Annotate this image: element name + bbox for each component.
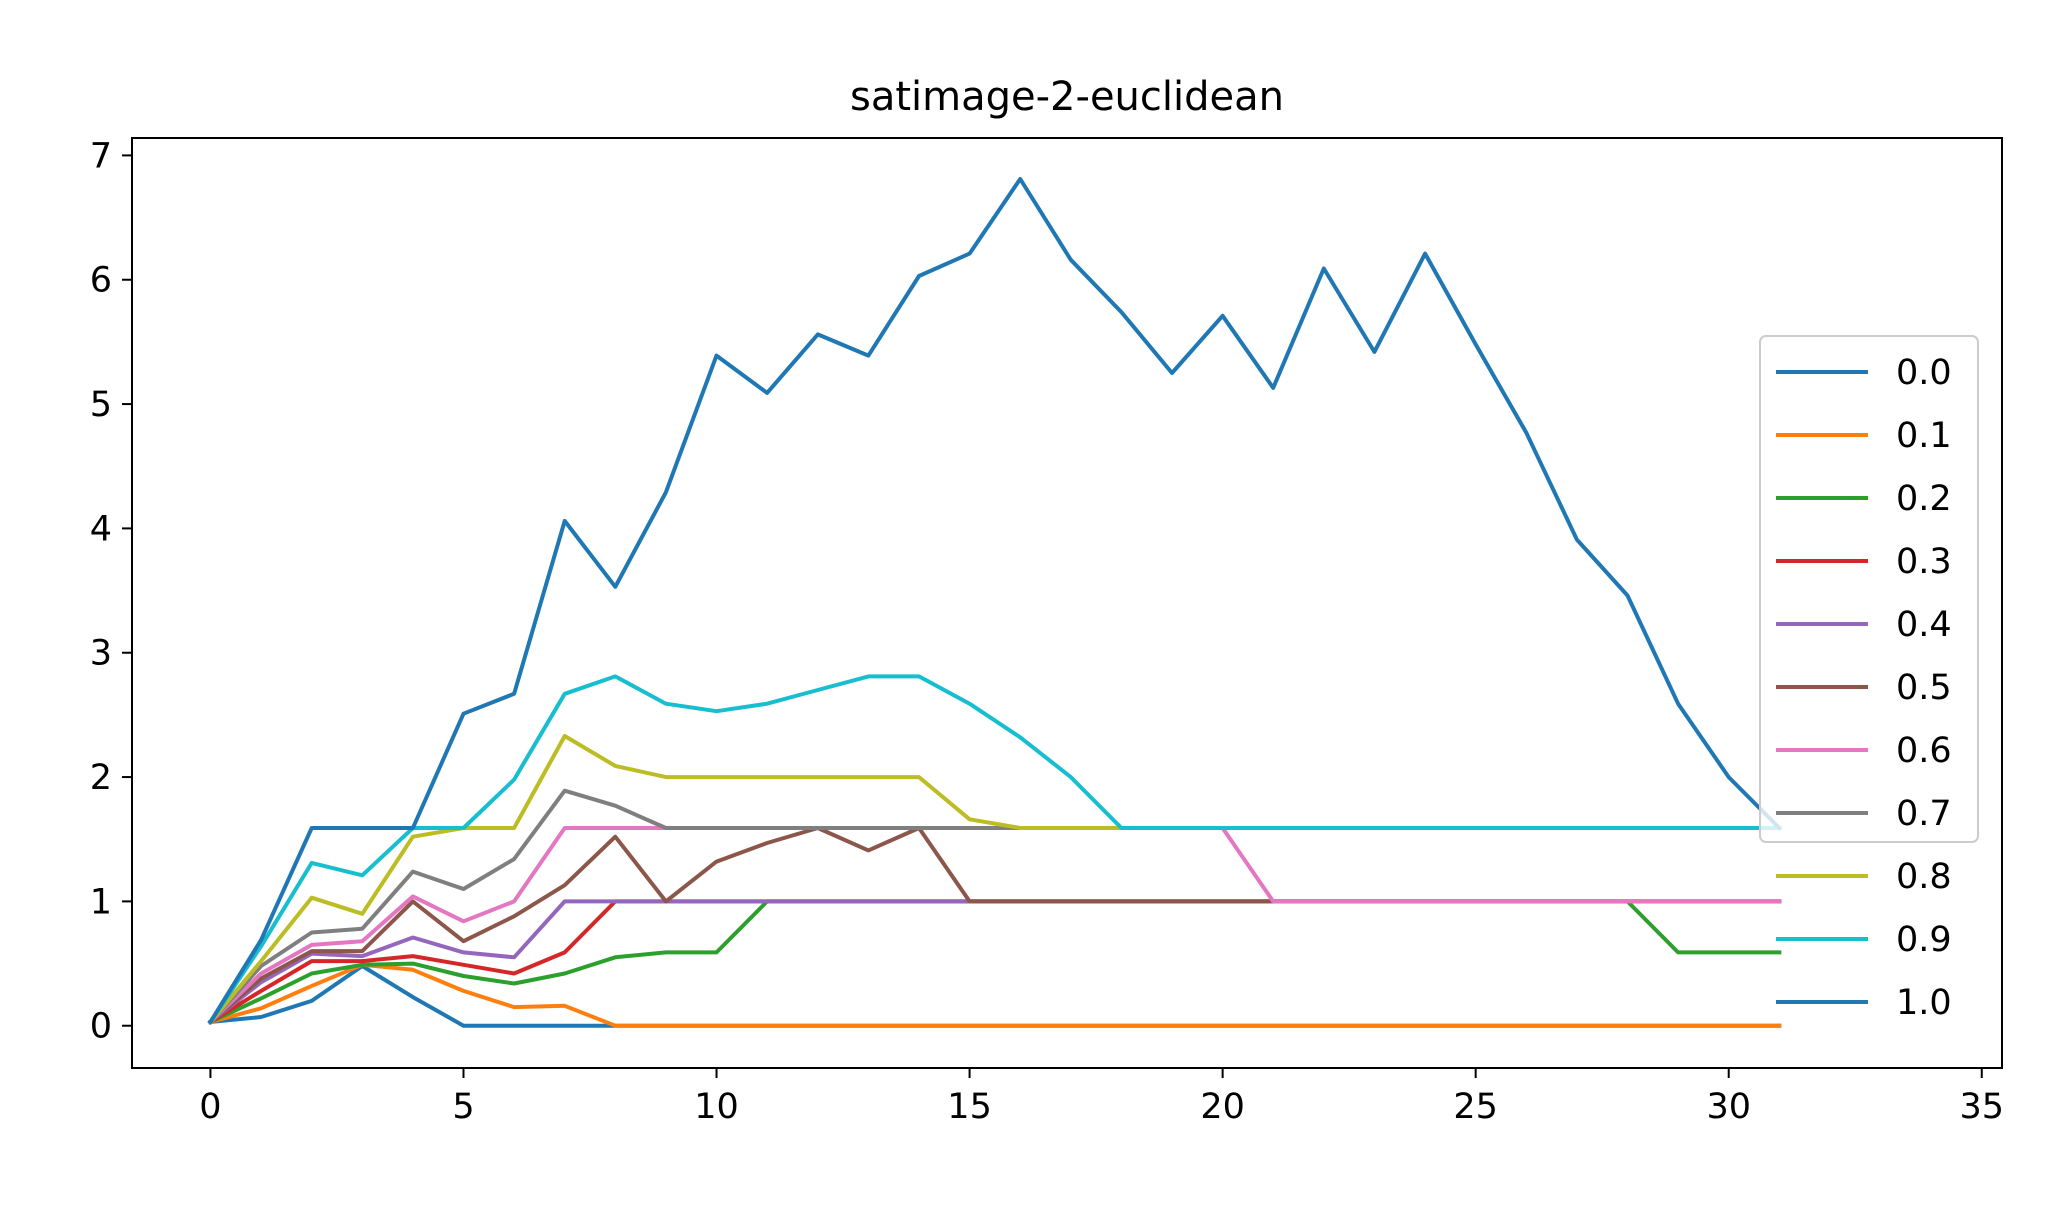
legend-label: 0.2 (1896, 479, 1952, 519)
legend-label: 0.4 (1896, 605, 1952, 645)
x-tick-label: 35 (1959, 1087, 2004, 1127)
y-tick-label: 0 (90, 1007, 112, 1047)
x-tick-label: 20 (1200, 1087, 1245, 1127)
series-line-1-0 (207, 177, 1783, 1025)
legend: 0.0 0.1 0.2 0.3 0.4 0.5 0.6 0.7 0.8 0.9 1.0 (1759, 335, 1979, 1023)
x-tick-label: 15 (947, 1087, 992, 1127)
plot-frame (131, 137, 2003, 1069)
series-line-0-9 (207, 674, 1782, 1025)
chart-title: satimage-2-euclidean (850, 74, 1284, 120)
legend-box (1759, 335, 1979, 843)
x-tick-label: 0 (199, 1087, 221, 1127)
y-axis: 0 1 2 3 4 5 6 7 (90, 136, 132, 1047)
y-tick-label: 6 (90, 261, 112, 301)
series-layer (207, 177, 1783, 1028)
x-axis: 0 5 10 15 20 25 30 35 (199, 1068, 2004, 1127)
series-line-0-1 (207, 962, 1782, 1028)
x-tick-label: 30 (1706, 1087, 1751, 1127)
legend-label: 0.7 (1896, 794, 1952, 834)
legend-label: 0.6 (1896, 731, 1952, 771)
x-tick-label: 10 (694, 1087, 739, 1127)
y-tick-label: 4 (90, 509, 112, 549)
x-tick-label: 25 (1453, 1087, 1498, 1127)
legend-label: 0.1 (1896, 416, 1952, 456)
y-tick-label: 3 (90, 634, 112, 674)
legend-label: 0.9 (1896, 920, 1952, 960)
y-tick-label: 7 (90, 136, 112, 176)
y-tick-label: 1 (90, 882, 112, 922)
legend-label: 0.0 (1896, 353, 1952, 393)
legend-label: 0.8 (1896, 857, 1952, 897)
legend-label: 0.3 (1896, 542, 1952, 582)
legend-label: 0.5 (1896, 668, 1952, 708)
x-tick-label: 5 (452, 1087, 474, 1127)
y-tick-label: 5 (90, 385, 112, 425)
y-tick-label: 2 (90, 758, 112, 798)
legend-label: 1.0 (1896, 983, 1952, 1023)
